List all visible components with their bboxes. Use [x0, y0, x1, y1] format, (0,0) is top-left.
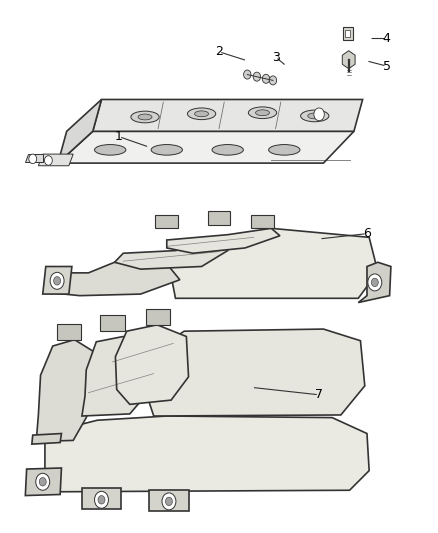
- Ellipse shape: [138, 114, 152, 120]
- Circle shape: [253, 72, 261, 81]
- Bar: [57, 324, 81, 340]
- Circle shape: [269, 76, 277, 85]
- Ellipse shape: [187, 108, 216, 119]
- Polygon shape: [167, 228, 280, 253]
- Circle shape: [36, 473, 49, 490]
- Polygon shape: [82, 336, 149, 416]
- Ellipse shape: [308, 113, 322, 119]
- Ellipse shape: [151, 144, 183, 155]
- Bar: [345, 30, 350, 37]
- Circle shape: [50, 272, 64, 289]
- Circle shape: [162, 493, 176, 510]
- Circle shape: [314, 108, 324, 120]
- Text: 4: 4: [383, 32, 391, 45]
- Ellipse shape: [248, 107, 277, 118]
- Bar: [146, 309, 170, 325]
- Bar: [251, 215, 274, 228]
- Polygon shape: [358, 262, 391, 303]
- Text: 1: 1: [115, 130, 123, 143]
- Circle shape: [262, 74, 270, 83]
- Text: 3: 3: [272, 51, 279, 63]
- Polygon shape: [93, 100, 363, 131]
- Ellipse shape: [194, 111, 208, 117]
- Polygon shape: [25, 154, 43, 161]
- Circle shape: [368, 274, 382, 291]
- Polygon shape: [167, 228, 378, 298]
- Circle shape: [45, 156, 52, 165]
- Ellipse shape: [95, 144, 126, 155]
- Text: 2: 2: [215, 45, 223, 58]
- Ellipse shape: [131, 111, 159, 123]
- Circle shape: [39, 478, 46, 486]
- Bar: [208, 212, 230, 225]
- Circle shape: [29, 154, 37, 164]
- Polygon shape: [115, 241, 228, 269]
- Circle shape: [371, 278, 378, 287]
- Circle shape: [244, 70, 251, 79]
- Ellipse shape: [268, 144, 300, 155]
- Polygon shape: [45, 416, 369, 492]
- Bar: [155, 215, 178, 228]
- Text: 5: 5: [382, 60, 391, 72]
- Polygon shape: [39, 154, 73, 166]
- Bar: [343, 27, 353, 39]
- Circle shape: [166, 497, 173, 506]
- Polygon shape: [116, 325, 188, 405]
- Polygon shape: [43, 266, 72, 294]
- Text: 7: 7: [315, 389, 323, 401]
- Polygon shape: [53, 262, 180, 296]
- Circle shape: [53, 277, 60, 285]
- Text: 6: 6: [363, 227, 371, 240]
- Polygon shape: [58, 100, 102, 163]
- Polygon shape: [58, 131, 354, 163]
- Polygon shape: [25, 468, 61, 496]
- Bar: [82, 488, 121, 510]
- Circle shape: [98, 496, 105, 504]
- Circle shape: [95, 491, 109, 508]
- Polygon shape: [32, 433, 61, 444]
- Polygon shape: [36, 340, 97, 441]
- Polygon shape: [342, 51, 355, 69]
- Bar: [100, 316, 124, 331]
- Bar: [149, 490, 188, 512]
- Polygon shape: [145, 329, 365, 416]
- Ellipse shape: [300, 110, 329, 122]
- Ellipse shape: [212, 144, 244, 155]
- Ellipse shape: [255, 110, 269, 116]
